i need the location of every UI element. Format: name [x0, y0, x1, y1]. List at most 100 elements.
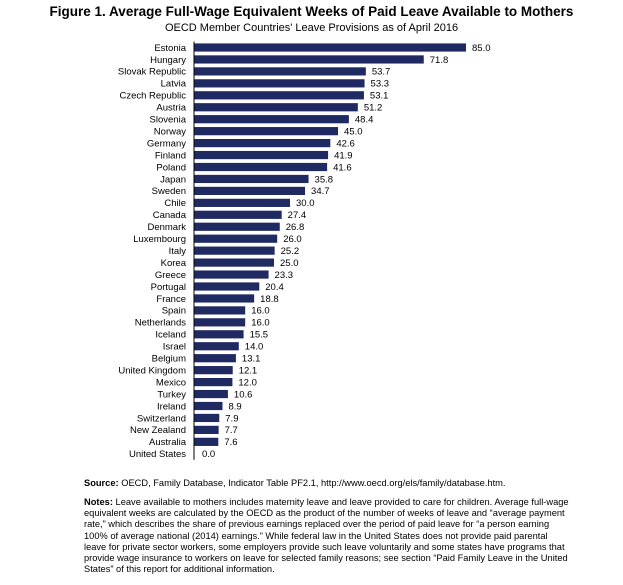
source-note: Source: OECD, Family Database, Indicator…	[84, 478, 570, 489]
category-label: Mexico	[156, 377, 186, 388]
bar	[194, 413, 220, 423]
value-label: 53.7	[372, 67, 391, 78]
category-label: Denmark	[147, 222, 186, 233]
bar	[194, 354, 236, 363]
value-label: 27.4	[288, 210, 307, 221]
bar	[194, 162, 328, 172]
value-label: 25.0	[280, 258, 299, 269]
notes-text: Leave available to mothers includes mate…	[84, 497, 569, 575]
category-label: Austria	[156, 103, 186, 114]
value-label: 30.0	[296, 198, 315, 209]
bar	[194, 127, 338, 136]
bar	[194, 150, 329, 160]
bar	[194, 91, 364, 100]
category-label: Canada	[153, 210, 187, 221]
category-label: Norway	[154, 126, 186, 137]
category-label: New Zealand	[130, 425, 186, 436]
value-label: 16.0	[251, 306, 270, 317]
value-label: 18.8	[260, 294, 279, 305]
bar	[194, 366, 233, 375]
chart-title: Figure 1. Average Full-Wage Equivalent W…	[49, 4, 574, 19]
bar	[194, 186, 306, 195]
source-label: Source:	[84, 478, 119, 488]
bar	[194, 342, 239, 351]
category-label: Hungary	[150, 55, 186, 66]
category-label: Spain	[162, 306, 186, 317]
bar	[194, 43, 466, 52]
category-label: Czech Republic	[119, 91, 186, 102]
source-text: OECD, Family Database, Indicator Table P…	[121, 478, 506, 488]
value-label: 8.9	[228, 401, 241, 412]
value-label: 12.1	[239, 365, 258, 376]
bar-chart: Estonia 85.0 Hungary 71.8 Slovak Republic 53.…	[118, 41, 491, 460]
value-label: 41.6	[333, 162, 352, 173]
category-label: Estonia	[154, 43, 186, 54]
bar	[194, 294, 255, 303]
bar	[194, 79, 365, 88]
category-label: Slovak Republic	[118, 67, 186, 78]
category-label: Latvia	[161, 79, 187, 90]
value-label: 12.0	[238, 377, 257, 388]
value-label: 7.6	[224, 437, 237, 448]
bar	[194, 67, 366, 76]
category-label: Iceland	[155, 330, 186, 341]
bar	[194, 139, 331, 148]
category-label: Germany	[147, 138, 186, 149]
bar	[194, 389, 228, 399]
value-label: 71.8	[430, 55, 449, 66]
category-label: France	[156, 294, 186, 305]
category-label: Slovenia	[150, 115, 187, 126]
category-label: Switzerland	[137, 413, 186, 424]
bar	[194, 55, 424, 64]
bar	[194, 378, 233, 387]
value-label: 13.1	[242, 354, 260, 365]
bar	[194, 210, 282, 219]
category-label: Ireland	[157, 401, 186, 412]
category-label: United Kingdom	[118, 365, 186, 376]
value-label: 7.9	[225, 413, 238, 424]
value-label: 14.0	[245, 342, 263, 353]
category-label: Sweden	[152, 186, 186, 197]
value-label: 53.1	[370, 91, 389, 102]
notes-block: Notes: Leave available to mothers includ…	[84, 497, 570, 575]
category-label: Luxembourg	[133, 234, 186, 245]
value-label: 35.8	[315, 174, 334, 185]
bar	[194, 234, 278, 243]
category-label: Belgium	[152, 354, 186, 365]
bar	[194, 115, 349, 124]
value-label: 10.6	[234, 389, 253, 400]
category-label: Australia	[149, 437, 187, 448]
bar	[194, 330, 244, 339]
bar	[194, 174, 309, 184]
bar	[194, 103, 358, 112]
value-label: 26.0	[283, 234, 302, 245]
bar	[194, 198, 290, 207]
category-label: Poland	[156, 162, 186, 173]
value-label: 16.0	[251, 318, 270, 329]
bar	[194, 246, 275, 255]
category-label: Chile	[164, 198, 186, 209]
bar	[194, 437, 219, 446]
value-label: 34.7	[311, 186, 330, 197]
category-label: Netherlands	[135, 318, 186, 329]
value-label: 25.2	[281, 246, 300, 257]
category-label: Israel	[163, 342, 186, 353]
bar	[194, 401, 223, 411]
bar	[194, 425, 219, 434]
bar	[194, 282, 260, 291]
category-label: Greece	[155, 270, 186, 281]
value-label: 26.8	[286, 222, 305, 233]
value-label: 7.7	[225, 425, 238, 436]
value-label: 15.5	[250, 330, 269, 341]
bar	[194, 258, 274, 267]
category-label: Finland	[155, 150, 186, 161]
value-label: 23.3	[275, 270, 294, 281]
bar	[194, 270, 269, 279]
category-label: Italy	[169, 246, 187, 257]
value-label: 41.9	[334, 150, 353, 161]
bar	[194, 306, 246, 315]
value-label: 20.4	[265, 282, 284, 293]
value-label: 0.0	[202, 449, 215, 460]
value-label: 53.3	[371, 79, 390, 90]
value-label: 85.0	[472, 43, 491, 54]
